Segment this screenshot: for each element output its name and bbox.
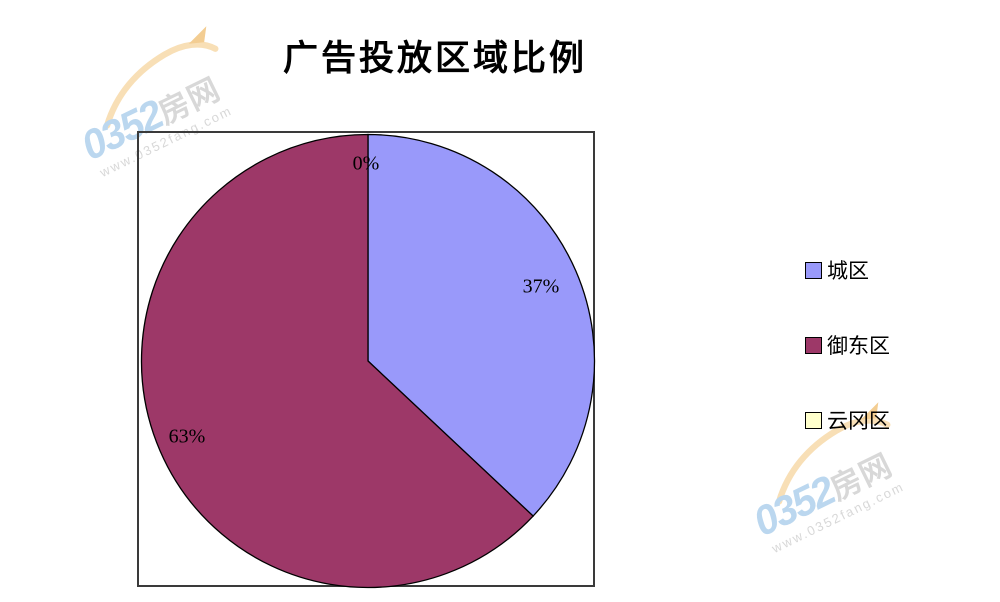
legend-swatch-yudongqu [805, 336, 822, 354]
data-label-yudongqu: 63% [168, 425, 206, 448]
data-label-chengqu: 37% [522, 275, 560, 298]
legend: 城区 御东区 云冈区 [805, 259, 890, 484]
legend-label: 城区 [827, 259, 869, 283]
pie-chart [140, 133, 596, 589]
data-label-yungangqu: 0% [352, 152, 380, 175]
legend-label: 云冈区 [827, 409, 890, 433]
legend-item-chengqu: 城区 [805, 259, 890, 283]
chart-title: 广告投放区域比例 [282, 39, 587, 78]
legend-label: 御东区 [827, 334, 890, 358]
legend-swatch-yungangqu [805, 411, 822, 429]
pie-slice-0 [367, 133, 596, 517]
legend-item-yudongqu: 御东区 [805, 334, 890, 358]
legend-item-yungangqu: 云冈区 [805, 409, 890, 433]
legend-swatch-chengqu [805, 261, 822, 279]
pie-slice-1 [140, 133, 535, 589]
